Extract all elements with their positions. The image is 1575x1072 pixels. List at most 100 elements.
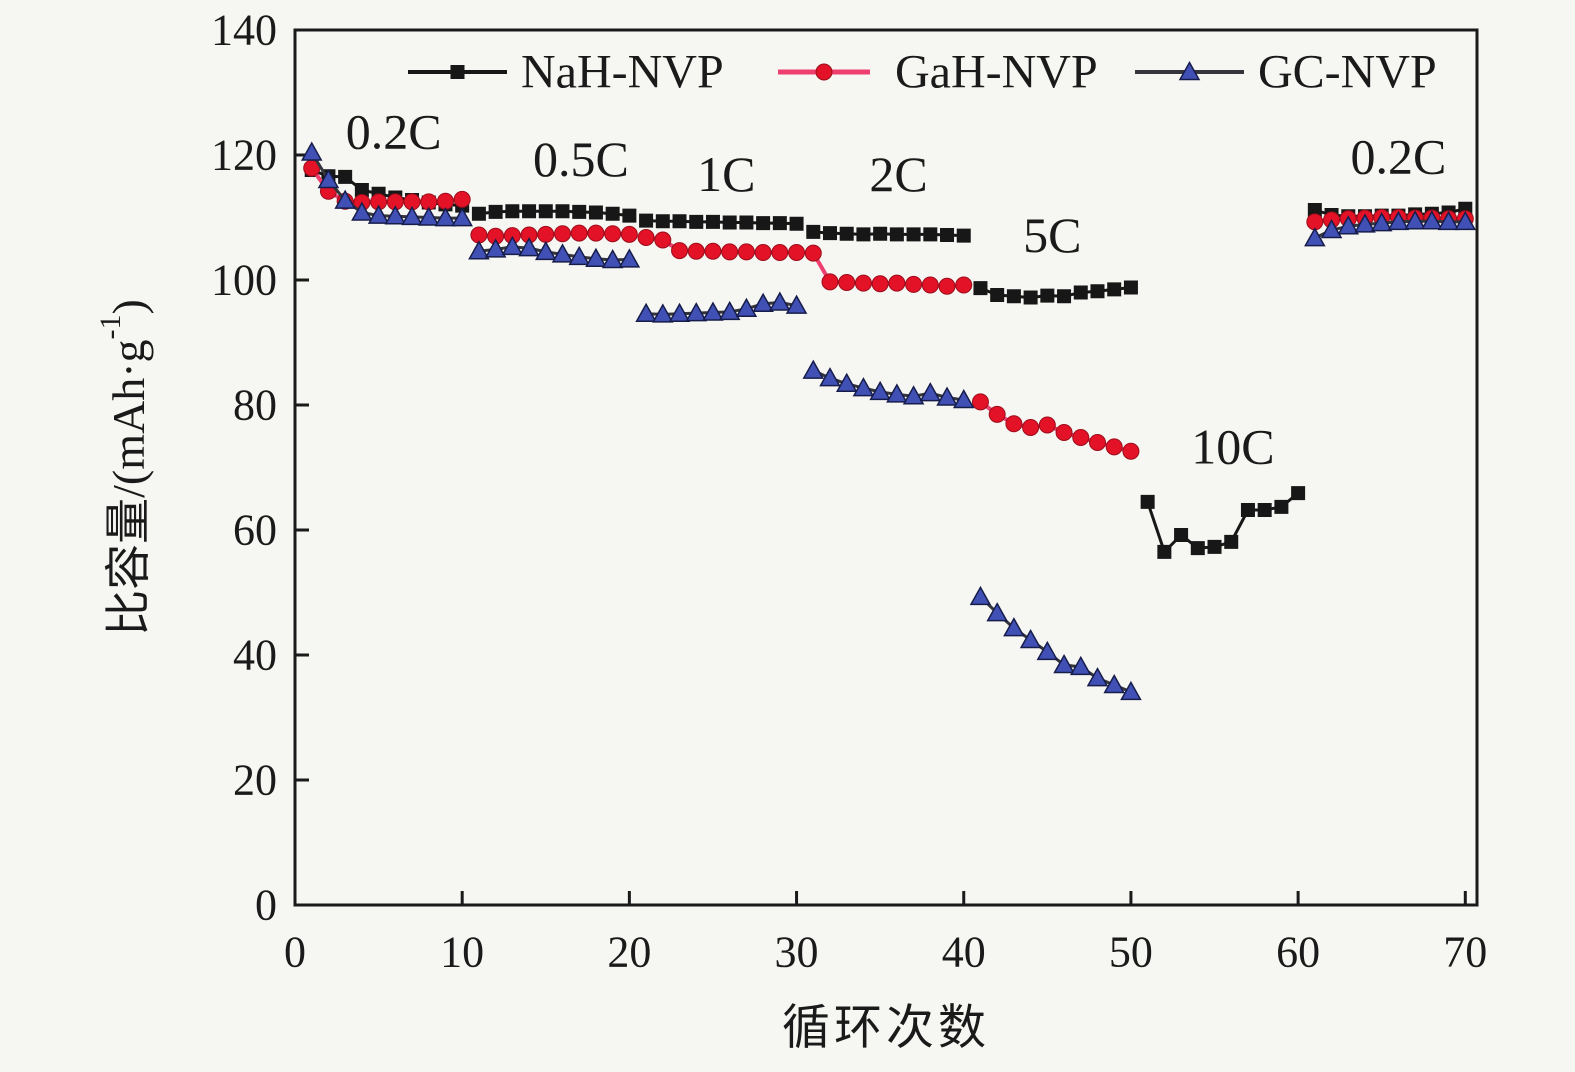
GaH-NVP-data-point bbox=[1105, 438, 1123, 456]
GC-NVP-data-point bbox=[1120, 680, 1142, 701]
GC-NVP-data-point bbox=[585, 247, 607, 267]
GaH-NVP-data-point bbox=[838, 274, 856, 291]
x-axis-title: 循环次数 bbox=[782, 1002, 990, 1055]
GaH-NVP-data-point bbox=[1022, 419, 1040, 436]
NaH-NVP-data-point bbox=[572, 204, 587, 219]
NaH-NVP-data-point bbox=[722, 215, 737, 230]
legend-marker-triangle-icon bbox=[1178, 60, 1201, 81]
x-tick-label: 20 bbox=[607, 928, 651, 977]
GaH-NVP-data-point bbox=[553, 225, 571, 243]
GaH-NVP-data-point bbox=[771, 244, 789, 261]
GC-NVP-data-point bbox=[1421, 210, 1443, 230]
GaH-NVP-data-point bbox=[537, 225, 555, 243]
NaH-NVP-data-point bbox=[1224, 534, 1239, 549]
GaH-NVP-data-point bbox=[754, 244, 772, 261]
NaH-NVP-data-point bbox=[1040, 288, 1055, 303]
GaH-NVP-data-point bbox=[671, 242, 689, 260]
series-GC-NVP-line bbox=[310, 151, 463, 220]
GC-NVP-data-point bbox=[919, 382, 942, 402]
NaH-NVP-data-point bbox=[1123, 280, 1138, 295]
GC-NVP-data-point bbox=[518, 237, 540, 257]
GaH-NVP-data-point bbox=[955, 276, 973, 294]
NaH-NVP-data-point bbox=[689, 214, 704, 229]
GaH-NVP-data-point bbox=[905, 275, 923, 293]
NaH-NVP-data-point bbox=[1307, 203, 1322, 217]
NaH-NVP-data-point bbox=[1207, 539, 1222, 554]
GaH-NVP-data-point bbox=[587, 224, 605, 242]
rate-label: 0.2C bbox=[1350, 128, 1446, 184]
NaH-NVP-data-point bbox=[806, 224, 821, 239]
GC-NVP-data-point bbox=[1454, 210, 1477, 231]
NaH-NVP-data-point bbox=[555, 204, 570, 219]
x-tick-label: 40 bbox=[942, 928, 986, 977]
legend-marker-square-icon bbox=[450, 65, 465, 79]
NaH-NVP-data-point bbox=[354, 183, 369, 197]
series-GC-NVP bbox=[300, 141, 1477, 701]
NaH-NVP-data-point bbox=[538, 204, 553, 219]
NaH-NVP-data-point bbox=[940, 228, 955, 242]
rate-label: 0.2C bbox=[346, 103, 442, 159]
legend-marker-circle-icon bbox=[815, 63, 833, 81]
GC-NVP-data-point bbox=[351, 201, 373, 221]
legend-item-GC-NVP: GC-NVP bbox=[1135, 46, 1437, 99]
GaH-NVP-data-point bbox=[971, 393, 989, 411]
y-tick-label: 20 bbox=[233, 756, 277, 805]
GaH-NVP-data-point bbox=[436, 192, 454, 210]
GC-NVP-data-point bbox=[334, 189, 356, 209]
NaH-NVP-data-point bbox=[471, 206, 486, 221]
GaH-NVP-data-point bbox=[921, 276, 939, 294]
GC-NVP-data-point bbox=[702, 301, 724, 321]
NaH-NVP-data-point bbox=[789, 216, 804, 231]
rate-label: 0.5C bbox=[533, 131, 629, 187]
GC-NVP-data-point bbox=[317, 168, 340, 189]
GaH-NVP-data-point bbox=[721, 243, 739, 261]
GaH-NVP-data-point bbox=[1072, 429, 1090, 446]
legend-label: NaH-NVP bbox=[521, 46, 724, 99]
GaH-NVP-data-point bbox=[854, 274, 872, 292]
NaH-NVP-data-point bbox=[1240, 503, 1255, 517]
GC-NVP-data-point bbox=[551, 243, 574, 263]
GaH-NVP-data-point bbox=[620, 225, 638, 243]
NaH-NVP-data-point bbox=[1157, 544, 1172, 559]
series-GC-NVP-line bbox=[478, 245, 630, 262]
GC-NVP-data-point bbox=[1337, 215, 1360, 235]
x-tick-label: 50 bbox=[1109, 928, 1153, 977]
GC-NVP-data-point bbox=[835, 372, 858, 392]
GaH-NVP-data-point bbox=[637, 229, 655, 246]
y-tick-label: 60 bbox=[233, 506, 277, 555]
GC-NVP-data-point bbox=[1019, 628, 1042, 649]
NaH-NVP-data-point bbox=[622, 208, 637, 223]
GaH-NVP-data-point bbox=[1005, 415, 1023, 433]
GC-NVP-data-point bbox=[1053, 653, 1075, 674]
GC-NVP-data-point bbox=[902, 385, 925, 405]
GC-NVP-data-point bbox=[819, 367, 841, 387]
NaH-NVP-data-point bbox=[973, 281, 988, 296]
NaH-NVP-data-point bbox=[889, 227, 904, 242]
NaH-NVP-data-point bbox=[839, 226, 854, 241]
GaH-NVP-data-point bbox=[570, 224, 588, 242]
GaH-NVP-data-point bbox=[604, 225, 622, 243]
GaH-NVP-data-point bbox=[871, 275, 889, 293]
GC-NVP-data-point bbox=[785, 294, 808, 314]
GC-NVP-data-point bbox=[434, 207, 457, 227]
series-NaH-NVP-line bbox=[478, 209, 630, 218]
series-NaH-NVP-line bbox=[813, 230, 964, 238]
y-tick-label: 140 bbox=[211, 6, 277, 55]
GC-NVP-data-point bbox=[1354, 213, 1376, 233]
GC-NVP-data-point bbox=[735, 297, 758, 317]
GC-NVP-data-point bbox=[869, 380, 891, 401]
x-tick-label: 10 bbox=[440, 928, 484, 977]
GC-NVP-data-point bbox=[1304, 227, 1326, 247]
GC-NVP-data-point bbox=[1404, 210, 1426, 230]
NaH-NVP-data-point bbox=[873, 226, 888, 241]
GC-NVP-data-point bbox=[451, 207, 473, 227]
GC-NVP-data-point bbox=[802, 359, 825, 379]
y-tick-label: 120 bbox=[211, 131, 277, 180]
rate-label: 2C bbox=[869, 146, 927, 202]
GC-NVP-data-point bbox=[986, 602, 1008, 622]
NaH-NVP-data-point bbox=[505, 204, 520, 219]
NaH-NVP-data-point bbox=[1073, 285, 1088, 300]
GaH-NVP-data-point bbox=[1055, 424, 1073, 441]
NaH-NVP-data-point bbox=[1190, 541, 1205, 556]
